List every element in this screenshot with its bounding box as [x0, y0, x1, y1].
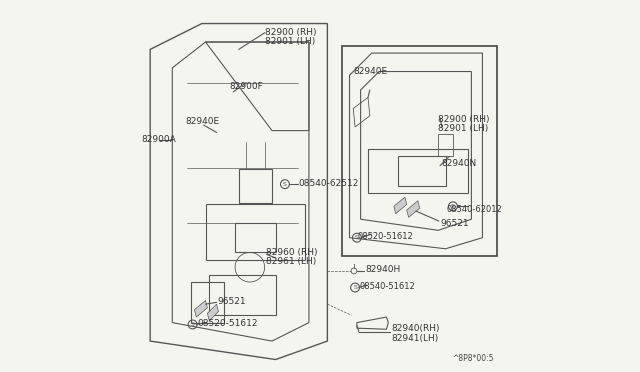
Text: 08540-51612: 08540-51612	[360, 282, 415, 291]
Text: 96521: 96521	[440, 219, 468, 228]
Text: 08540-62012: 08540-62012	[446, 205, 502, 215]
Text: 82900A: 82900A	[141, 135, 175, 144]
Text: S: S	[191, 322, 195, 327]
Polygon shape	[207, 304, 218, 321]
Text: 82900 (RH): 82900 (RH)	[438, 115, 490, 124]
Text: 82960 (RH): 82960 (RH)	[266, 248, 318, 257]
Text: 82940N: 82940N	[442, 159, 477, 169]
Text: S: S	[353, 285, 357, 290]
Text: 82940E: 82940E	[185, 117, 220, 126]
Text: 82940H: 82940H	[365, 264, 400, 273]
Text: ^8P8*00:5: ^8P8*00:5	[452, 354, 493, 363]
Text: 08520-51612: 08520-51612	[197, 319, 257, 328]
Polygon shape	[195, 301, 207, 317]
Text: 82900 (RH): 82900 (RH)	[264, 28, 316, 36]
Text: 82941(LH): 82941(LH)	[391, 334, 438, 343]
Text: 82901 (LH): 82901 (LH)	[264, 37, 315, 46]
Text: 96521: 96521	[218, 297, 246, 306]
Text: 08520-51612: 08520-51612	[358, 232, 413, 241]
Text: 82900F: 82900F	[230, 82, 263, 91]
Text: 08540-62512: 08540-62512	[299, 179, 359, 187]
Text: 82901 (LH): 82901 (LH)	[438, 124, 488, 133]
Polygon shape	[394, 197, 407, 214]
Text: 82940(RH): 82940(RH)	[391, 324, 440, 333]
Polygon shape	[407, 201, 420, 217]
Text: S: S	[451, 204, 455, 209]
Text: 82961 (LH): 82961 (LH)	[266, 257, 317, 266]
Text: 82940E: 82940E	[353, 67, 387, 76]
Text: S: S	[283, 182, 287, 187]
Text: S: S	[355, 235, 359, 240]
